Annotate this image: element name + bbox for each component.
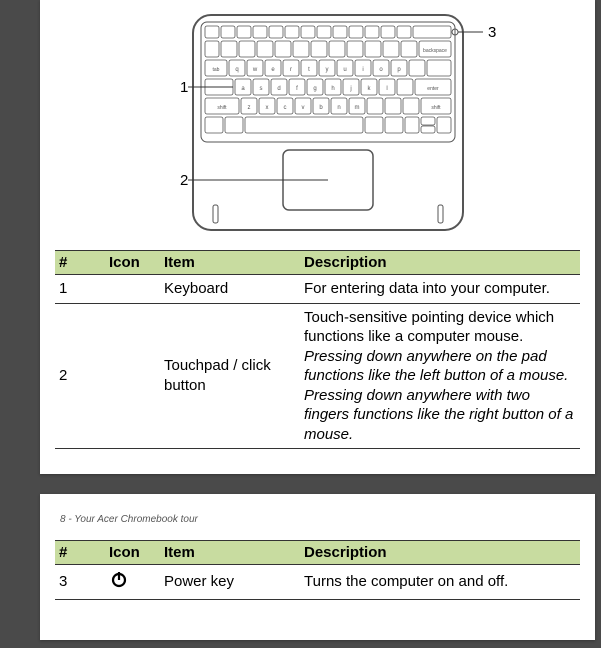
svg-text:backspace: backspace — [423, 48, 447, 54]
cell-num: 3 — [55, 565, 105, 600]
cell-icon — [105, 565, 160, 600]
svg-text:i: i — [362, 67, 363, 73]
svg-text:t: t — [308, 67, 310, 73]
th-desc: Description — [300, 251, 580, 275]
svg-text:y: y — [325, 67, 328, 73]
cell-icon — [105, 275, 160, 304]
page-header-text: 8 - Your Acer Chromebook tour — [55, 514, 580, 525]
page-1: backspace tab q w e r t y u i o p — [40, 0, 595, 474]
cell-num: 1 — [55, 275, 105, 304]
table-row: 1 KeyboardFor entering data into your com… — [55, 275, 580, 304]
th-num: # — [55, 541, 105, 565]
cell-num: 2 — [55, 303, 105, 449]
svg-text:n: n — [337, 105, 340, 111]
cell-item: Touchpad / click button — [160, 303, 300, 449]
th-item: Item — [160, 251, 300, 275]
svg-text:k: k — [367, 86, 371, 92]
callout-1: 1 — [180, 79, 188, 96]
svg-text:x: x — [265, 105, 268, 111]
svg-text:d: d — [277, 86, 280, 92]
svg-text:shift: shift — [431, 105, 441, 111]
svg-text:enter: enter — [427, 86, 439, 92]
svg-text:w: w — [251, 67, 257, 73]
callout-2: 2 — [180, 172, 188, 189]
th-num: # — [55, 251, 105, 275]
cell-item: Power key — [160, 565, 300, 600]
svg-text:shift: shift — [217, 105, 227, 111]
cell-desc: For entering data into your computer. — [300, 275, 580, 304]
page-2: 8 - Your Acer Chromebook tour # Icon Ite… — [40, 494, 595, 640]
cell-desc: Turns the computer on and off. — [300, 565, 580, 600]
svg-text:z: z — [247, 105, 250, 111]
svg-text:m: m — [354, 105, 359, 111]
parts-table-1: # Icon Item Description 1 KeyboardFor ent… — [55, 250, 580, 449]
svg-text:f: f — [296, 86, 298, 92]
pdf-viewer: backspace tab q w e r t y u i o p — [0, 0, 601, 648]
svg-text:h: h — [331, 86, 334, 92]
svg-text:v: v — [301, 105, 304, 111]
table1-body: 1 KeyboardFor entering data into your com… — [55, 275, 580, 449]
svg-text:o: o — [379, 67, 383, 73]
svg-text:e: e — [271, 67, 275, 73]
callout-3: 3 — [488, 24, 496, 41]
svg-text:j: j — [349, 86, 351, 92]
svg-text:g: g — [313, 86, 316, 92]
svg-text:p: p — [397, 67, 401, 73]
svg-text:b: b — [319, 105, 323, 111]
th-icon: Icon — [105, 541, 160, 565]
svg-text:s: s — [259, 86, 262, 92]
svg-text:a: a — [241, 86, 245, 92]
cell-desc: Touch-sensitive pointing device which fu… — [300, 303, 580, 449]
power-icon — [109, 569, 129, 589]
keyboard-diagram: backspace tab q w e r t y u i o p — [138, 10, 498, 235]
svg-text:q: q — [235, 67, 238, 73]
th-item: Item — [160, 541, 300, 565]
svg-text:r: r — [290, 67, 292, 73]
parts-table-2: # Icon Item Description 3 Power keyTurns … — [55, 540, 580, 600]
svg-text:c: c — [283, 105, 286, 111]
table-row: 2 Touchpad / click buttonTouch-sensitive … — [55, 303, 580, 449]
svg-text:u: u — [343, 67, 346, 73]
cell-item: Keyboard — [160, 275, 300, 304]
svg-text:l: l — [386, 86, 387, 92]
table-row: 3 Power keyTurns the computer on and off. — [55, 565, 580, 600]
svg-text:tab: tab — [212, 67, 219, 73]
th-desc: Description — [300, 541, 580, 565]
cell-icon — [105, 303, 160, 449]
table2-body: 3 Power keyTurns the computer on and off. — [55, 565, 580, 600]
th-icon: Icon — [105, 251, 160, 275]
